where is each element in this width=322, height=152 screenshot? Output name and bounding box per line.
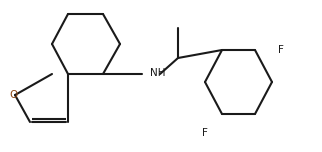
Text: O: O xyxy=(10,90,18,100)
Text: F: F xyxy=(202,128,208,138)
Text: NH: NH xyxy=(150,68,166,78)
Text: F: F xyxy=(278,45,284,55)
